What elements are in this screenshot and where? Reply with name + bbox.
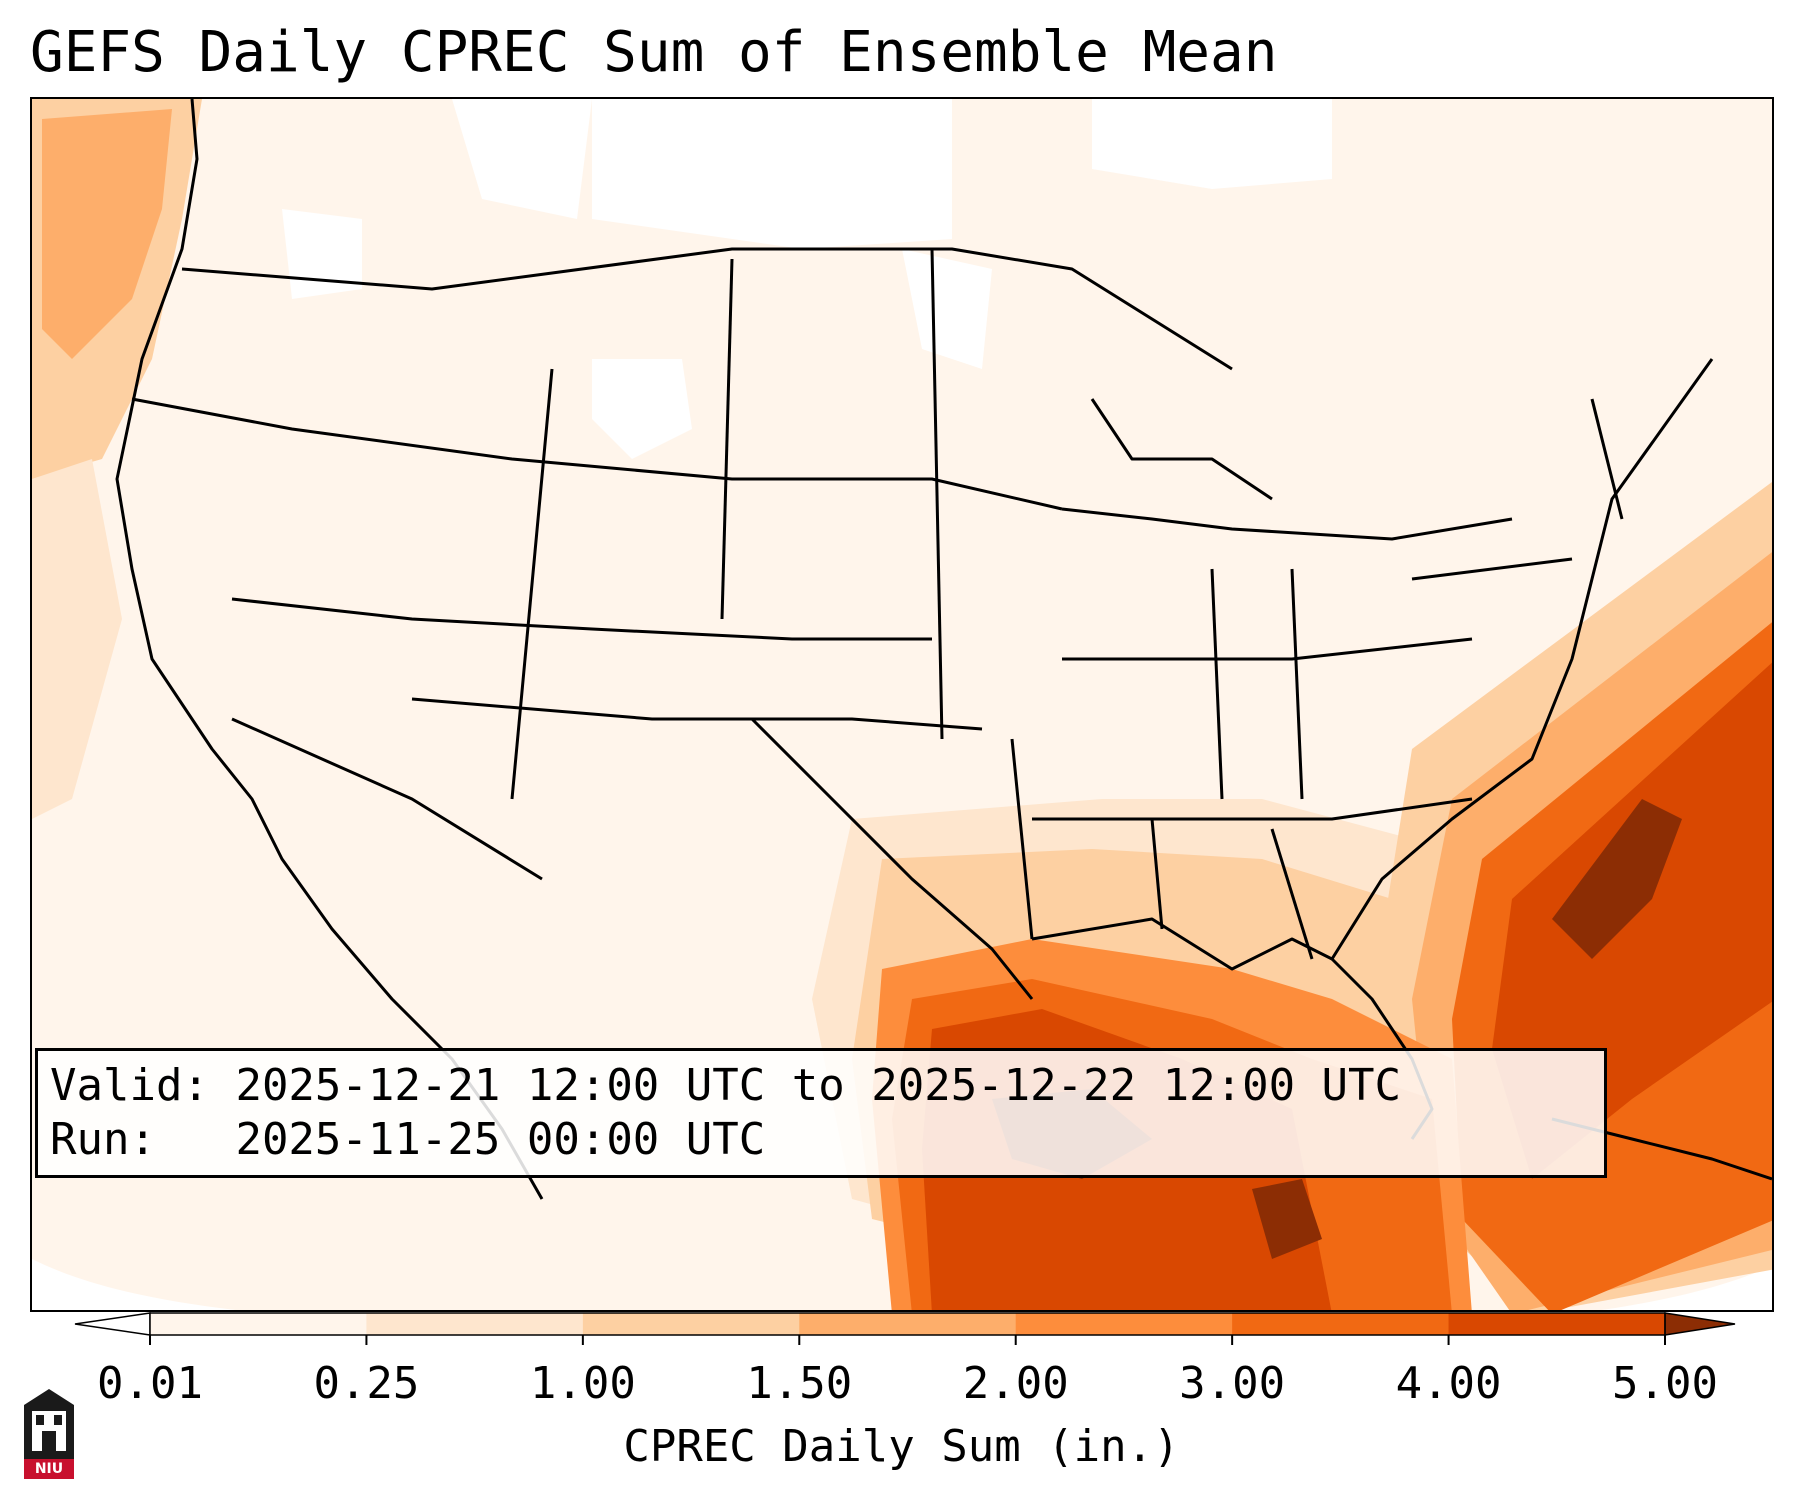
off-grid-area bbox=[1601, 1265, 1772, 1310]
colorbar bbox=[74, 1312, 1736, 1345]
colorbar-tick-label: 2.00 bbox=[962, 1358, 1069, 1409]
indiana-ohio-line bbox=[1290, 568, 1304, 800]
colorbar-tick-label: 1.50 bbox=[746, 1358, 853, 1409]
illinois-indiana-line bbox=[1210, 568, 1224, 800]
colorbar-segment bbox=[799, 1313, 1017, 1335]
colorbar-extend-max bbox=[1664, 1312, 1736, 1336]
state-line-row4 bbox=[1062, 637, 1473, 661]
no-precip-region bbox=[902, 249, 992, 369]
precip-region-pacific-core bbox=[42, 109, 172, 359]
state-line-row2 bbox=[231, 597, 932, 641]
run-time-line: Run: 2025-11-25 00:00 UTC bbox=[50, 1113, 1592, 1167]
colorbar-segment bbox=[366, 1313, 584, 1335]
colorbar-outline bbox=[149, 1312, 1666, 1336]
valid-label: Valid: bbox=[50, 1060, 209, 1111]
no-precip-region bbox=[1092, 99, 1332, 189]
state-line-row1 bbox=[131, 397, 1063, 511]
new-england-line bbox=[1590, 398, 1624, 520]
colorbar-segment bbox=[582, 1313, 800, 1335]
idaho-utah-line bbox=[510, 368, 554, 800]
chart-title: GEFS Daily CPREC Sum of Ensemble Mean bbox=[30, 20, 1278, 85]
precip-region-pacific-south bbox=[32, 459, 122, 819]
dakotas-nebraska-line bbox=[930, 248, 944, 740]
state-line-row5 bbox=[1032, 797, 1473, 821]
west-coastline bbox=[115, 99, 544, 1200]
texas-louisiana-line bbox=[1010, 738, 1034, 940]
atlantic-coastline bbox=[1330, 358, 1714, 960]
colorbar-tick-label: 0.25 bbox=[313, 1358, 420, 1409]
great-lakes-shore bbox=[1090, 398, 1273, 501]
colorbar-tick-label: 4.00 bbox=[1395, 1358, 1502, 1409]
colorbar-tick-label: 1.00 bbox=[529, 1358, 636, 1409]
mississippi-alabama-line bbox=[1150, 818, 1164, 930]
texas-border bbox=[750, 717, 1034, 1000]
colorbar-label: CPREC Daily Sum (in.) bbox=[623, 1421, 1180, 1472]
gulf-coastline bbox=[1031, 917, 1333, 971]
no-precip-region bbox=[282, 209, 362, 299]
run-value: 2025-11-25 00:00 UTC bbox=[235, 1114, 766, 1165]
no-precip-region bbox=[592, 359, 692, 459]
colorbar-tick-label: 5.00 bbox=[1612, 1358, 1718, 1409]
no-precip-region bbox=[592, 99, 952, 249]
valid-value: 2025-12-21 12:00 UTC to 2025-12-22 12:00… bbox=[235, 1060, 1402, 1111]
run-label: Run: bbox=[50, 1114, 209, 1165]
nevada-arizona-border bbox=[231, 717, 543, 881]
precip-max-gulf-east bbox=[1252, 1179, 1322, 1259]
colorbar-segment bbox=[1232, 1313, 1450, 1335]
alabama-georgia-line bbox=[1270, 828, 1314, 960]
colorbar-tick-label: 3.00 bbox=[1179, 1358, 1286, 1409]
montana-wyoming-line bbox=[720, 258, 734, 620]
colorbar-segment bbox=[1448, 1313, 1666, 1335]
us-canada-border bbox=[181, 247, 1233, 371]
colorbar-extend-min bbox=[74, 1312, 151, 1336]
niu-logo bbox=[24, 1389, 74, 1479]
valid-time-line: Valid: 2025-12-21 12:00 UTC to 2025-12-2… bbox=[50, 1059, 1592, 1113]
colorbar-tick-label: 0.01 bbox=[97, 1358, 203, 1409]
political-boundaries bbox=[115, 99, 1772, 1200]
off-grid-area bbox=[32, 1259, 236, 1310]
no-precip-region bbox=[452, 99, 592, 219]
pennsylvania-line bbox=[1411, 557, 1573, 581]
logo-text: NIU bbox=[34, 1461, 64, 1477]
validity-info-box: Valid: 2025-12-21 12:00 UTC to 2025-12-2… bbox=[35, 1048, 1607, 1178]
colorbar-segment bbox=[1015, 1313, 1233, 1335]
colorbar-segment bbox=[150, 1313, 367, 1335]
precip-max-atlantic bbox=[1552, 799, 1682, 959]
midwest-line bbox=[1061, 507, 1513, 541]
